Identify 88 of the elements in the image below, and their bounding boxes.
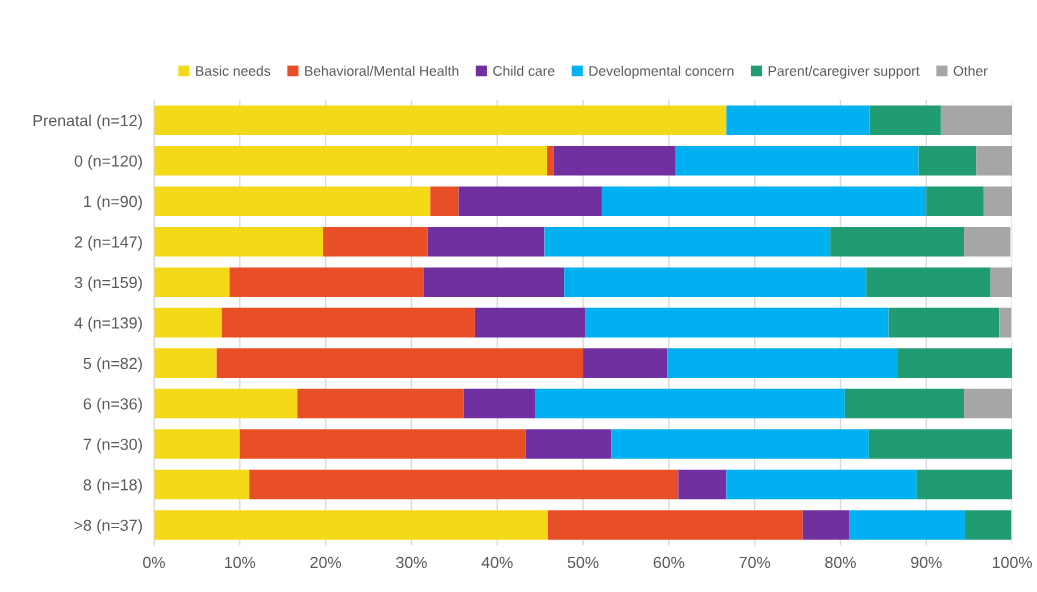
- bar: [897, 348, 1013, 378]
- x-tick-label: 40%: [481, 556, 513, 569]
- legend-label: Behavioral/Mental Health: [305, 65, 459, 76]
- y-tick-label: 7 (n=30): [83, 438, 142, 454]
- bar: [153, 307, 222, 338]
- bar: [249, 469, 679, 500]
- bar: [323, 226, 428, 257]
- x-tick-label: 100%: [992, 556, 1032, 569]
- bar: [678, 469, 727, 500]
- bar: [964, 388, 1013, 419]
- x-tick-label: 70%: [739, 556, 771, 569]
- bar: [553, 145, 676, 176]
- bar: [229, 267, 424, 297]
- legend-label: Basic needs: [196, 65, 271, 76]
- y-tick-label: 0 (n=120): [74, 154, 142, 170]
- bar: [675, 145, 919, 176]
- bar: [458, 186, 602, 216]
- x-tick-label: 60%: [653, 556, 685, 569]
- bar: [868, 429, 1013, 459]
- y-tick-label: Prenatal (n=12): [33, 114, 142, 130]
- x-tick-label: 20%: [310, 556, 342, 569]
- bar: [544, 226, 831, 257]
- bar: [726, 469, 917, 500]
- bar: [830, 226, 965, 257]
- bar: [423, 267, 565, 297]
- bar: [611, 429, 869, 459]
- y-tick-label: 8 (n=18): [83, 478, 142, 494]
- y-tick-label: >8 (n=37): [74, 519, 142, 535]
- bar: [844, 388, 965, 419]
- legend-label: Child care: [493, 65, 555, 76]
- y-tick-label: 6 (n=36): [83, 397, 142, 413]
- bar: [976, 145, 1013, 176]
- bar: [153, 510, 548, 540]
- bar: [153, 226, 324, 257]
- bar: [802, 510, 850, 540]
- bar: [585, 307, 889, 338]
- bar: [583, 348, 668, 378]
- x-tick-label: 80%: [825, 556, 856, 569]
- x-tick-label: 0%: [143, 556, 165, 569]
- bar: [940, 105, 1013, 136]
- bar: [297, 388, 464, 419]
- bar: [926, 186, 984, 216]
- bar: [153, 429, 240, 459]
- bar: [525, 429, 612, 459]
- bar: [990, 267, 1013, 297]
- bar: [888, 307, 1000, 338]
- bar: [547, 510, 803, 540]
- bar: [463, 388, 535, 419]
- bar: [983, 186, 1013, 216]
- bar: [535, 388, 845, 419]
- y-tick-label: 4 (n=139): [74, 316, 142, 332]
- bar: [427, 226, 545, 257]
- y-tick-label: 5 (n=82): [83, 357, 142, 373]
- x-tick-label: 90%: [911, 556, 942, 569]
- bar: [153, 388, 298, 419]
- bar: [916, 469, 1013, 500]
- bar: [221, 307, 475, 338]
- x-tick-label: 30%: [396, 556, 427, 569]
- legend-label: Other: [953, 65, 988, 76]
- bar: [153, 145, 548, 176]
- bar: [153, 186, 431, 216]
- y-tick-label: 1 (n=90): [84, 195, 142, 211]
- bar: [964, 226, 1011, 257]
- bar: [430, 186, 459, 216]
- bar: [667, 348, 898, 378]
- bar: [601, 186, 927, 216]
- bar: [866, 267, 991, 297]
- bar: [869, 105, 941, 136]
- bar: [726, 105, 870, 136]
- bar: [153, 105, 727, 136]
- bar: [849, 510, 965, 540]
- bar: [153, 469, 250, 500]
- bar: [964, 510, 1012, 540]
- legend-label: Developmental concern: [589, 65, 734, 79]
- x-tick-label: 50%: [567, 556, 599, 569]
- bar: [153, 267, 230, 297]
- bar: [918, 145, 977, 176]
- bar: [999, 307, 1012, 338]
- bar: [239, 429, 526, 459]
- y-tick-label: 2 (n=147): [74, 235, 142, 251]
- bar: [216, 348, 584, 378]
- x-tick-label: 10%: [225, 556, 256, 569]
- bar: [474, 307, 586, 338]
- bar: [564, 267, 867, 297]
- y-tick-label: 3 (n=159): [74, 276, 142, 292]
- legend-label: Parent/caregiver support: [768, 65, 920, 79]
- bar: [153, 348, 217, 378]
- bar: [547, 145, 554, 176]
